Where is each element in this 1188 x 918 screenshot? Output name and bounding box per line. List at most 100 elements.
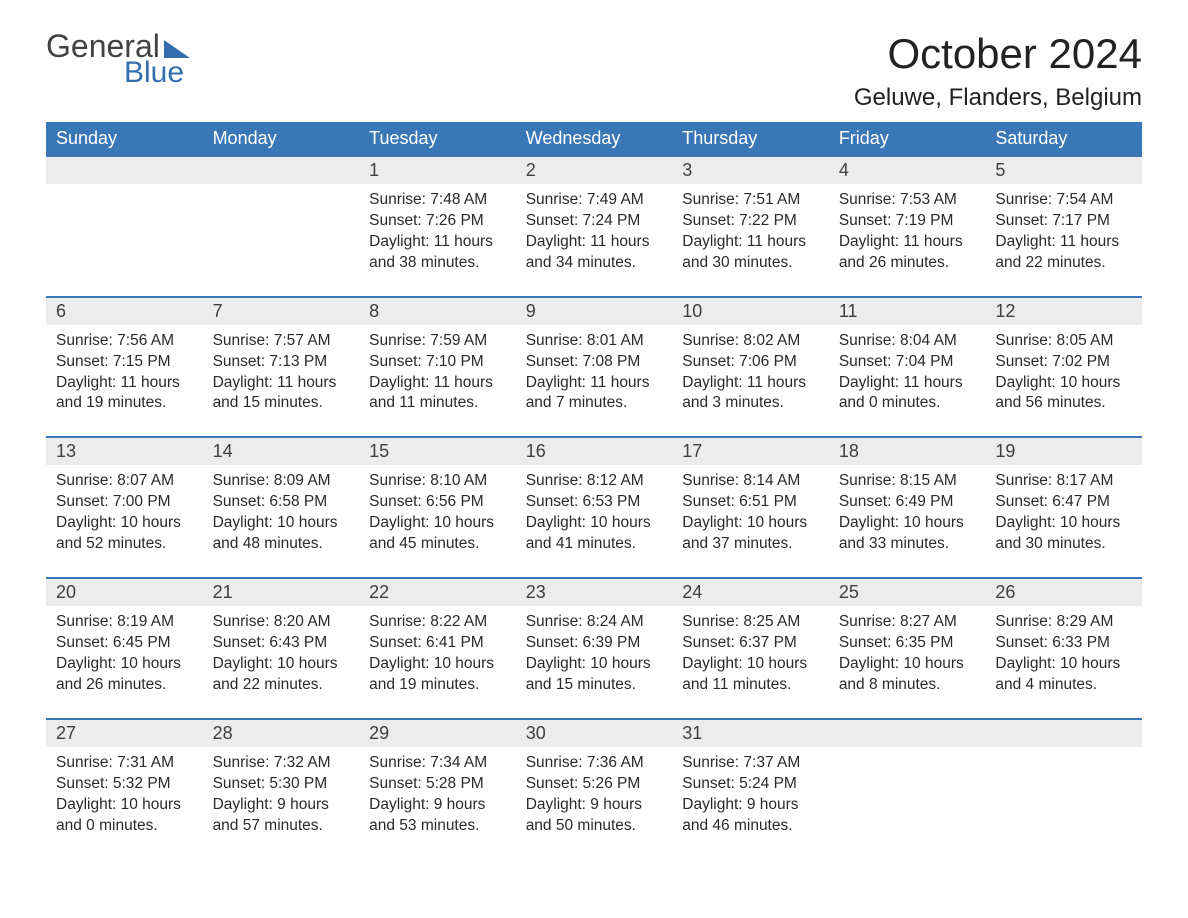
calendar-cell: 31Sunrise: 7:37 AMSunset: 5:24 PMDayligh… <box>672 719 829 859</box>
calendar-table: SundayMondayTuesdayWednesdayThursdayFrid… <box>46 122 1142 858</box>
calendar-cell: 6Sunrise: 7:56 AMSunset: 7:15 PMDaylight… <box>46 297 203 438</box>
header: General Blue October 2024 Geluwe, Flande… <box>46 30 1142 122</box>
day-number <box>985 720 1142 747</box>
calendar-cell: 16Sunrise: 8:12 AMSunset: 6:53 PMDayligh… <box>516 437 673 578</box>
day-number: 8 <box>359 298 516 325</box>
calendar-cell: 8Sunrise: 7:59 AMSunset: 7:10 PMDaylight… <box>359 297 516 438</box>
sunset-line: Sunset: 6:43 PM <box>213 633 350 654</box>
day-body: Sunrise: 8:07 AMSunset: 7:00 PMDaylight:… <box>46 465 203 577</box>
sunset-line: Sunset: 7:00 PM <box>56 492 193 513</box>
daylight-line: Daylight: 10 hours and 30 minutes. <box>995 513 1132 555</box>
sunset-line: Sunset: 6:39 PM <box>526 633 663 654</box>
sunset-line: Sunset: 6:47 PM <box>995 492 1132 513</box>
sunset-line: Sunset: 6:49 PM <box>839 492 976 513</box>
day-body: Sunrise: 8:05 AMSunset: 7:02 PMDaylight:… <box>985 325 1142 437</box>
day-number: 16 <box>516 438 673 465</box>
sunrise-line: Sunrise: 8:01 AM <box>526 331 663 352</box>
sunrise-line: Sunrise: 7:59 AM <box>369 331 506 352</box>
daylight-line: Daylight: 9 hours and 53 minutes. <box>369 795 506 837</box>
daylight-line: Daylight: 10 hours and 56 minutes. <box>995 373 1132 415</box>
calendar-week-row: 27Sunrise: 7:31 AMSunset: 5:32 PMDayligh… <box>46 719 1142 859</box>
day-body: Sunrise: 7:56 AMSunset: 7:15 PMDaylight:… <box>46 325 203 437</box>
sunrise-line: Sunrise: 7:34 AM <box>369 753 506 774</box>
daylight-line: Daylight: 10 hours and 48 minutes. <box>213 513 350 555</box>
calendar-cell: 2Sunrise: 7:49 AMSunset: 7:24 PMDaylight… <box>516 156 673 297</box>
day-number: 28 <box>203 720 360 747</box>
daylight-line: Daylight: 10 hours and 26 minutes. <box>56 654 193 696</box>
sunset-line: Sunset: 5:24 PM <box>682 774 819 795</box>
day-body: Sunrise: 7:37 AMSunset: 5:24 PMDaylight:… <box>672 747 829 859</box>
daylight-line: Daylight: 10 hours and 4 minutes. <box>995 654 1132 696</box>
sunset-line: Sunset: 7:26 PM <box>369 211 506 232</box>
day-number: 4 <box>829 157 986 184</box>
sunrise-line: Sunrise: 8:15 AM <box>839 471 976 492</box>
day-number: 23 <box>516 579 673 606</box>
day-body: Sunrise: 7:31 AMSunset: 5:32 PMDaylight:… <box>46 747 203 859</box>
sunrise-line: Sunrise: 8:20 AM <box>213 612 350 633</box>
sunrise-line: Sunrise: 8:09 AM <box>213 471 350 492</box>
daylight-line: Daylight: 10 hours and 0 minutes. <box>56 795 193 837</box>
sunrise-line: Sunrise: 8:07 AM <box>56 471 193 492</box>
day-body: Sunrise: 8:25 AMSunset: 6:37 PMDaylight:… <box>672 606 829 718</box>
day-number: 2 <box>516 157 673 184</box>
sunset-line: Sunset: 6:41 PM <box>369 633 506 654</box>
daylight-line: Daylight: 11 hours and 22 minutes. <box>995 232 1132 274</box>
sunset-line: Sunset: 7:06 PM <box>682 352 819 373</box>
day-body: Sunrise: 7:54 AMSunset: 7:17 PMDaylight:… <box>985 184 1142 296</box>
sunset-line: Sunset: 5:28 PM <box>369 774 506 795</box>
sunrise-line: Sunrise: 7:53 AM <box>839 190 976 211</box>
day-body: Sunrise: 7:57 AMSunset: 7:13 PMDaylight:… <box>203 325 360 437</box>
day-number: 24 <box>672 579 829 606</box>
day-body: Sunrise: 7:51 AMSunset: 7:22 PMDaylight:… <box>672 184 829 296</box>
daylight-line: Daylight: 10 hours and 19 minutes. <box>369 654 506 696</box>
logo-text-2: Blue <box>124 58 190 88</box>
day-number: 15 <box>359 438 516 465</box>
calendar-cell <box>46 156 203 297</box>
sunset-line: Sunset: 6:51 PM <box>682 492 819 513</box>
calendar-cell: 28Sunrise: 7:32 AMSunset: 5:30 PMDayligh… <box>203 719 360 859</box>
day-body <box>46 184 203 292</box>
sunset-line: Sunset: 7:04 PM <box>839 352 976 373</box>
calendar-week-row: 6Sunrise: 7:56 AMSunset: 7:15 PMDaylight… <box>46 297 1142 438</box>
day-body: Sunrise: 8:02 AMSunset: 7:06 PMDaylight:… <box>672 325 829 437</box>
day-body: Sunrise: 8:15 AMSunset: 6:49 PMDaylight:… <box>829 465 986 577</box>
day-body: Sunrise: 8:22 AMSunset: 6:41 PMDaylight:… <box>359 606 516 718</box>
day-body: Sunrise: 8:24 AMSunset: 6:39 PMDaylight:… <box>516 606 673 718</box>
calendar-cell: 3Sunrise: 7:51 AMSunset: 7:22 PMDaylight… <box>672 156 829 297</box>
day-number: 14 <box>203 438 360 465</box>
day-body: Sunrise: 8:14 AMSunset: 6:51 PMDaylight:… <box>672 465 829 577</box>
daylight-line: Daylight: 11 hours and 38 minutes. <box>369 232 506 274</box>
day-body: Sunrise: 8:20 AMSunset: 6:43 PMDaylight:… <box>203 606 360 718</box>
sunset-line: Sunset: 7:17 PM <box>995 211 1132 232</box>
calendar-cell: 7Sunrise: 7:57 AMSunset: 7:13 PMDaylight… <box>203 297 360 438</box>
sunrise-line: Sunrise: 7:31 AM <box>56 753 193 774</box>
day-number: 5 <box>985 157 1142 184</box>
daylight-line: Daylight: 9 hours and 46 minutes. <box>682 795 819 837</box>
calendar-week-row: 20Sunrise: 8:19 AMSunset: 6:45 PMDayligh… <box>46 578 1142 719</box>
day-number: 13 <box>46 438 203 465</box>
logo: General Blue <box>46 30 190 88</box>
sunrise-line: Sunrise: 7:54 AM <box>995 190 1132 211</box>
title-block: October 2024 Geluwe, Flanders, Belgium <box>854 30 1142 122</box>
calendar-cell: 5Sunrise: 7:54 AMSunset: 7:17 PMDaylight… <box>985 156 1142 297</box>
sunrise-line: Sunrise: 8:04 AM <box>839 331 976 352</box>
weekday-header: Monday <box>203 122 360 156</box>
sunset-line: Sunset: 7:08 PM <box>526 352 663 373</box>
daylight-line: Daylight: 11 hours and 19 minutes. <box>56 373 193 415</box>
day-body <box>985 747 1142 855</box>
calendar-week-row: 1Sunrise: 7:48 AMSunset: 7:26 PMDaylight… <box>46 156 1142 297</box>
calendar-cell: 27Sunrise: 7:31 AMSunset: 5:32 PMDayligh… <box>46 719 203 859</box>
day-number: 27 <box>46 720 203 747</box>
calendar-cell: 4Sunrise: 7:53 AMSunset: 7:19 PMDaylight… <box>829 156 986 297</box>
sunset-line: Sunset: 5:32 PM <box>56 774 193 795</box>
sunset-line: Sunset: 7:22 PM <box>682 211 819 232</box>
day-number: 3 <box>672 157 829 184</box>
daylight-line: Daylight: 10 hours and 22 minutes. <box>213 654 350 696</box>
daylight-line: Daylight: 10 hours and 33 minutes. <box>839 513 976 555</box>
sunrise-line: Sunrise: 8:02 AM <box>682 331 819 352</box>
day-number: 17 <box>672 438 829 465</box>
daylight-line: Daylight: 11 hours and 15 minutes. <box>213 373 350 415</box>
daylight-line: Daylight: 11 hours and 30 minutes. <box>682 232 819 274</box>
calendar-cell: 29Sunrise: 7:34 AMSunset: 5:28 PMDayligh… <box>359 719 516 859</box>
day-number: 6 <box>46 298 203 325</box>
